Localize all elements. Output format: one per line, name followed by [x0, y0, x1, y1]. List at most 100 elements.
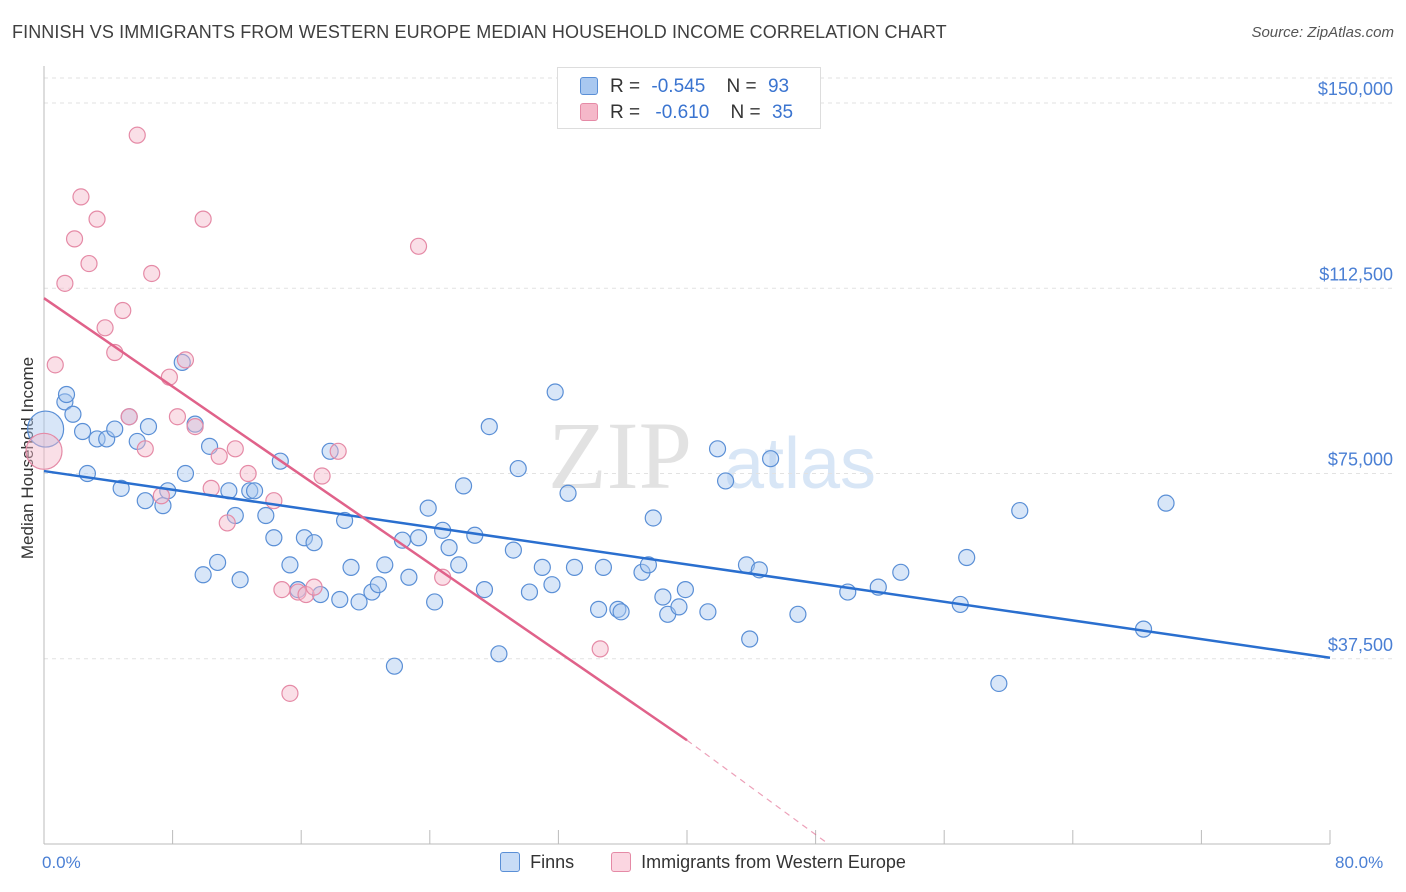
y-tick-label: $112,500	[1319, 264, 1393, 284]
finns-point	[136, 492, 154, 510]
finns-point	[594, 558, 613, 576]
finns-point	[612, 603, 630, 621]
finns-point	[112, 479, 130, 497]
finns-point	[565, 558, 584, 576]
finns-point	[480, 417, 498, 436]
finns-point	[509, 459, 527, 478]
immigrants-point	[114, 301, 132, 320]
finns-point	[761, 450, 780, 468]
watermark-zip: ZIP	[548, 402, 692, 509]
immigrants-point	[591, 640, 609, 658]
finns-point	[73, 422, 92, 441]
finns-point	[257, 506, 275, 525]
finns-point	[400, 568, 418, 586]
n-label: N =	[726, 76, 757, 97]
r-value: -0.545	[651, 76, 706, 97]
finns-point	[231, 571, 249, 589]
immigrants-point	[226, 440, 244, 458]
finns-point	[409, 529, 428, 547]
immigrants-point	[329, 442, 347, 460]
immigrants-trend-line	[43, 297, 688, 742]
finns-point	[475, 581, 494, 599]
immigrants-point	[409, 237, 428, 255]
finns-point	[789, 605, 807, 623]
finns-point	[639, 556, 658, 574]
finns-point	[520, 583, 539, 601]
x-tick-min: 0.0%	[42, 853, 81, 872]
immigrants-point	[88, 210, 106, 228]
immigrants-point	[96, 319, 114, 337]
finns-point	[559, 484, 577, 502]
finns-point	[385, 657, 404, 675]
finns-point	[241, 482, 259, 500]
finns-point	[295, 529, 314, 547]
immigrants-legend-swatch	[611, 852, 632, 872]
finns-point	[654, 588, 672, 606]
grid-lines	[44, 77, 1392, 660]
finns-point	[173, 353, 191, 371]
finns-point	[990, 674, 1008, 693]
y-tick-label: $75,000	[1328, 450, 1393, 470]
finns-point	[644, 509, 662, 527]
finns-point	[305, 534, 323, 552]
finns-point	[490, 645, 508, 663]
finns-point	[676, 581, 694, 599]
immigrants-point	[56, 274, 74, 292]
finns-point	[106, 420, 124, 438]
finns-point	[589, 600, 608, 618]
immigrants-point	[305, 578, 323, 596]
finns-point	[176, 464, 195, 483]
immigrants-point	[194, 210, 212, 228]
finns-trend-line	[43, 469, 1331, 660]
immigrants-point	[25, 432, 63, 470]
finns-point	[670, 598, 688, 616]
legend-item-immigrants: Immigrants from Western Europe	[611, 852, 906, 873]
finns-point	[440, 539, 458, 557]
legend-label: Finns	[530, 852, 575, 872]
r-value: -0.610	[655, 102, 710, 123]
finns-point	[245, 482, 264, 500]
n-value: 35	[771, 102, 794, 123]
finns-point	[716, 472, 735, 490]
finns-point	[265, 529, 283, 547]
immigrants-point	[143, 264, 161, 283]
y-tick-label: $150,000	[1318, 79, 1393, 99]
immigrants-point	[168, 408, 187, 426]
trend-lines	[43, 297, 1331, 845]
legend-row-immigrants: R = -0.610 N = 35	[580, 102, 793, 126]
finns-point	[342, 558, 360, 576]
finns-point	[419, 499, 437, 517]
legend-row-finns: R = -0.545 N = 93	[580, 76, 789, 100]
finns-point	[281, 556, 299, 574]
immigrants-point	[80, 254, 98, 273]
legend-label: Immigrants from Western Europe	[641, 852, 906, 872]
finns-swatch	[580, 77, 598, 95]
finns-point	[450, 556, 468, 574]
finns-point	[426, 593, 444, 611]
finns-point	[88, 430, 106, 448]
immigrants-point	[210, 447, 228, 465]
correlation-legend: R = -0.545 N = 93 R = -0.610 N = 35	[557, 67, 821, 129]
legend-item-finns: Finns	[500, 852, 574, 873]
finns-point	[369, 576, 387, 594]
finns-point	[27, 410, 65, 448]
finns-point	[57, 385, 76, 404]
finns-point	[194, 566, 212, 584]
r-label: R =	[610, 76, 641, 97]
source-note: Source: ZipAtlas.com	[1251, 24, 1394, 41]
immigrants-point	[65, 230, 84, 248]
finns-point	[546, 383, 564, 401]
immigrants-point	[281, 684, 299, 702]
immigrants-point	[176, 351, 195, 369]
immigrants-point	[239, 464, 257, 483]
finns-point	[708, 440, 727, 458]
finns-point	[504, 541, 522, 559]
immigrants-point	[186, 417, 204, 436]
immigrants-point	[136, 440, 154, 458]
immigrants-point	[72, 188, 90, 206]
series-legend: Finns Immigrants from Western Europe	[0, 852, 1406, 873]
r-label: R =	[610, 102, 641, 123]
immigrants-point	[313, 467, 331, 485]
finns-point	[533, 558, 551, 576]
finns-point	[376, 556, 394, 574]
